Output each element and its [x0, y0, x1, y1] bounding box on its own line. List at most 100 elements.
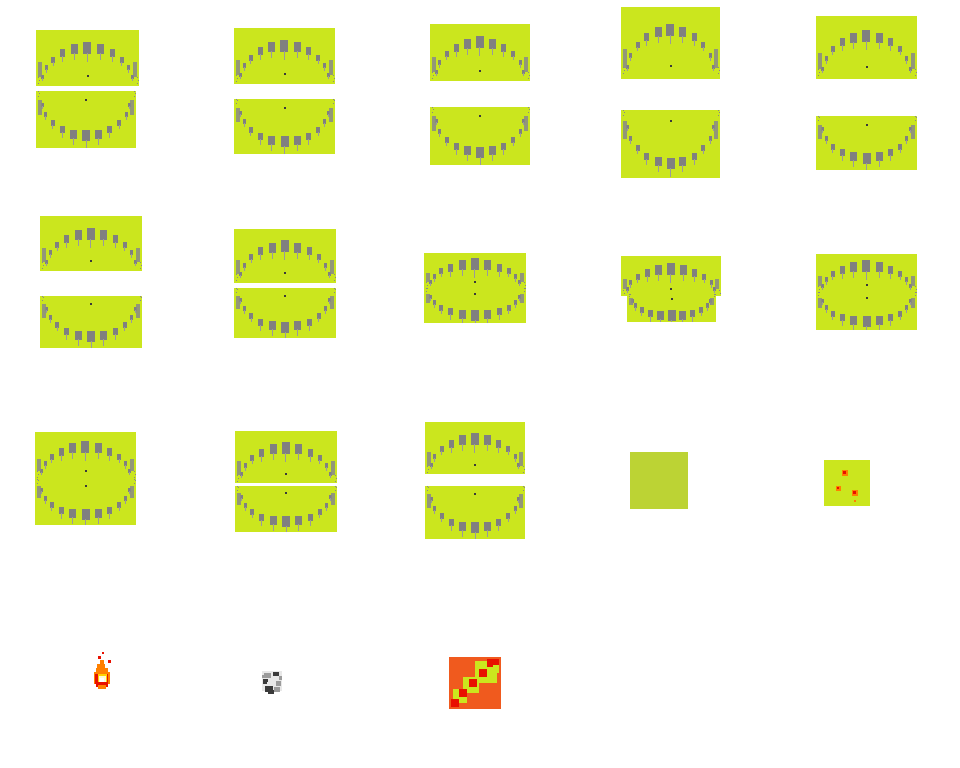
- arena-column: [876, 316, 883, 325]
- render-tile-arena-view-top-12[interactable]: [235, 431, 337, 483]
- arena-speck: [818, 116, 819, 117]
- arena-side-wall: [714, 49, 718, 68]
- arena-column-post: [713, 68, 714, 71]
- arena-center-marker: [866, 66, 868, 68]
- render-tile-arena-view-bottom-4[interactable]: [621, 110, 720, 178]
- arena-column-post: [694, 276, 695, 282]
- render-tile-arena-view-full-8[interactable]: [424, 253, 526, 323]
- arena-speck: [718, 115, 719, 116]
- arena-column-post: [260, 139, 261, 145]
- arena-column: [680, 265, 687, 275]
- arena-speck: [427, 472, 428, 473]
- render-tile-arena-view-top-2[interactable]: [234, 28, 335, 84]
- arena-column-post: [906, 140, 907, 144]
- arena-column: [692, 153, 697, 160]
- arena-speck: [714, 296, 715, 297]
- arena-speck: [623, 115, 624, 116]
- arena-column: [249, 254, 253, 260]
- arena-column-post: [832, 316, 833, 320]
- arena-column: [239, 73, 242, 77]
- arena-column: [506, 513, 510, 519]
- arena-column-post: [467, 48, 468, 55]
- arena-column: [888, 314, 893, 321]
- arena-column: [862, 30, 870, 42]
- render-tile-arena-view-top-1[interactable]: [36, 30, 139, 86]
- render-tile-arena-view-full-11[interactable]: [35, 432, 136, 525]
- arena-speck: [819, 289, 820, 290]
- arena-column: [49, 315, 52, 320]
- arena-column-post: [90, 239, 91, 248]
- arena-column-post: [487, 318, 488, 323]
- render-tile-arena-view-top-4[interactable]: [621, 7, 720, 79]
- arena-side-wall: [38, 62, 42, 77]
- arena-column: [459, 310, 466, 319]
- arena-column-post: [462, 444, 463, 451]
- arena-speck: [140, 262, 141, 263]
- render-tile-arena-view-bottom-6[interactable]: [40, 296, 142, 348]
- arena-column-post: [86, 140, 87, 148]
- arena-column-post: [450, 271, 451, 277]
- arena-column-post: [832, 51, 833, 55]
- render-tile-arena-view-top-5[interactable]: [816, 16, 917, 79]
- arena-column: [821, 299, 824, 303]
- arena-column-post: [250, 60, 251, 64]
- arena-column-post: [434, 510, 435, 514]
- render-tile-arena-view-bottom-5[interactable]: [816, 116, 917, 170]
- arena-column: [317, 313, 321, 319]
- arena-column: [501, 143, 506, 150]
- arena-side-wall: [524, 57, 528, 72]
- arena-column-post: [853, 42, 854, 49]
- render-tile-fire-particles-tile[interactable]: [824, 460, 870, 506]
- render-tile-arena-view-bottom-1[interactable]: [36, 91, 136, 148]
- render-tile-arena-view-top-9[interactable]: [621, 256, 721, 296]
- arena-center-marker: [670, 65, 672, 67]
- arena-column-post: [318, 318, 319, 322]
- arena-column: [107, 507, 112, 514]
- arena-column-post: [240, 275, 241, 278]
- render-tile-arena-view-top-3[interactable]: [430, 24, 530, 81]
- arena-speck: [42, 300, 43, 301]
- render-tile-arena-view-bottom-2[interactable]: [234, 99, 335, 154]
- render-tile-arena-view-bottom-13[interactable]: [425, 486, 525, 539]
- arena-column: [692, 269, 697, 277]
- arena-column: [127, 65, 130, 70]
- arena-side-wall: [237, 461, 241, 475]
- arena-column: [514, 300, 517, 305]
- arena-column: [898, 144, 902, 150]
- arena-column-post: [135, 310, 136, 313]
- arena-column: [327, 111, 330, 115]
- arena-column: [40, 488, 43, 492]
- render-tile-arena-view-full-10[interactable]: [816, 254, 917, 330]
- arena-column-post: [51, 459, 52, 463]
- render-tile-flat-ground-swatch[interactable]: [630, 452, 688, 509]
- render-tile-arena-view-bottom-3[interactable]: [430, 107, 530, 165]
- arena-speck: [432, 107, 433, 108]
- render-tile-arena-view-bottom-12[interactable]: [235, 486, 337, 532]
- arena-column: [713, 287, 716, 291]
- arena-column: [831, 46, 835, 52]
- arena-speck: [529, 109, 530, 110]
- arena-speck: [236, 292, 237, 293]
- arena-column: [489, 39, 496, 49]
- arena-speck: [37, 471, 38, 472]
- render-tile-arena-view-top-7[interactable]: [234, 229, 336, 283]
- render-tile-arena-view-top-13[interactable]: [425, 422, 525, 474]
- arena-column: [51, 57, 55, 63]
- arena-column-post: [431, 500, 432, 503]
- render-tile-arena-view-bottom-7[interactable]: [234, 288, 336, 338]
- arena-column: [316, 55, 320, 61]
- arena-column: [69, 443, 76, 453]
- arena-column-post: [98, 138, 99, 145]
- asset-pattern-sprite[interactable]: [449, 657, 501, 709]
- asset-smoke-sprite[interactable]: [259, 669, 287, 697]
- arena-column-post: [866, 271, 867, 280]
- fire-sprite-pixel: [100, 660, 104, 665]
- asset-fire-sprite[interactable]: [88, 652, 120, 692]
- arena-column: [75, 331, 82, 340]
- arena-speck: [135, 93, 136, 94]
- render-tile-arena-view-top-6[interactable]: [40, 216, 142, 271]
- arena-column-post: [129, 472, 130, 475]
- render-tile-arena-view-bottom-9[interactable]: [627, 294, 716, 322]
- arena-column-post: [61, 455, 62, 461]
- arena-speck: [237, 289, 238, 290]
